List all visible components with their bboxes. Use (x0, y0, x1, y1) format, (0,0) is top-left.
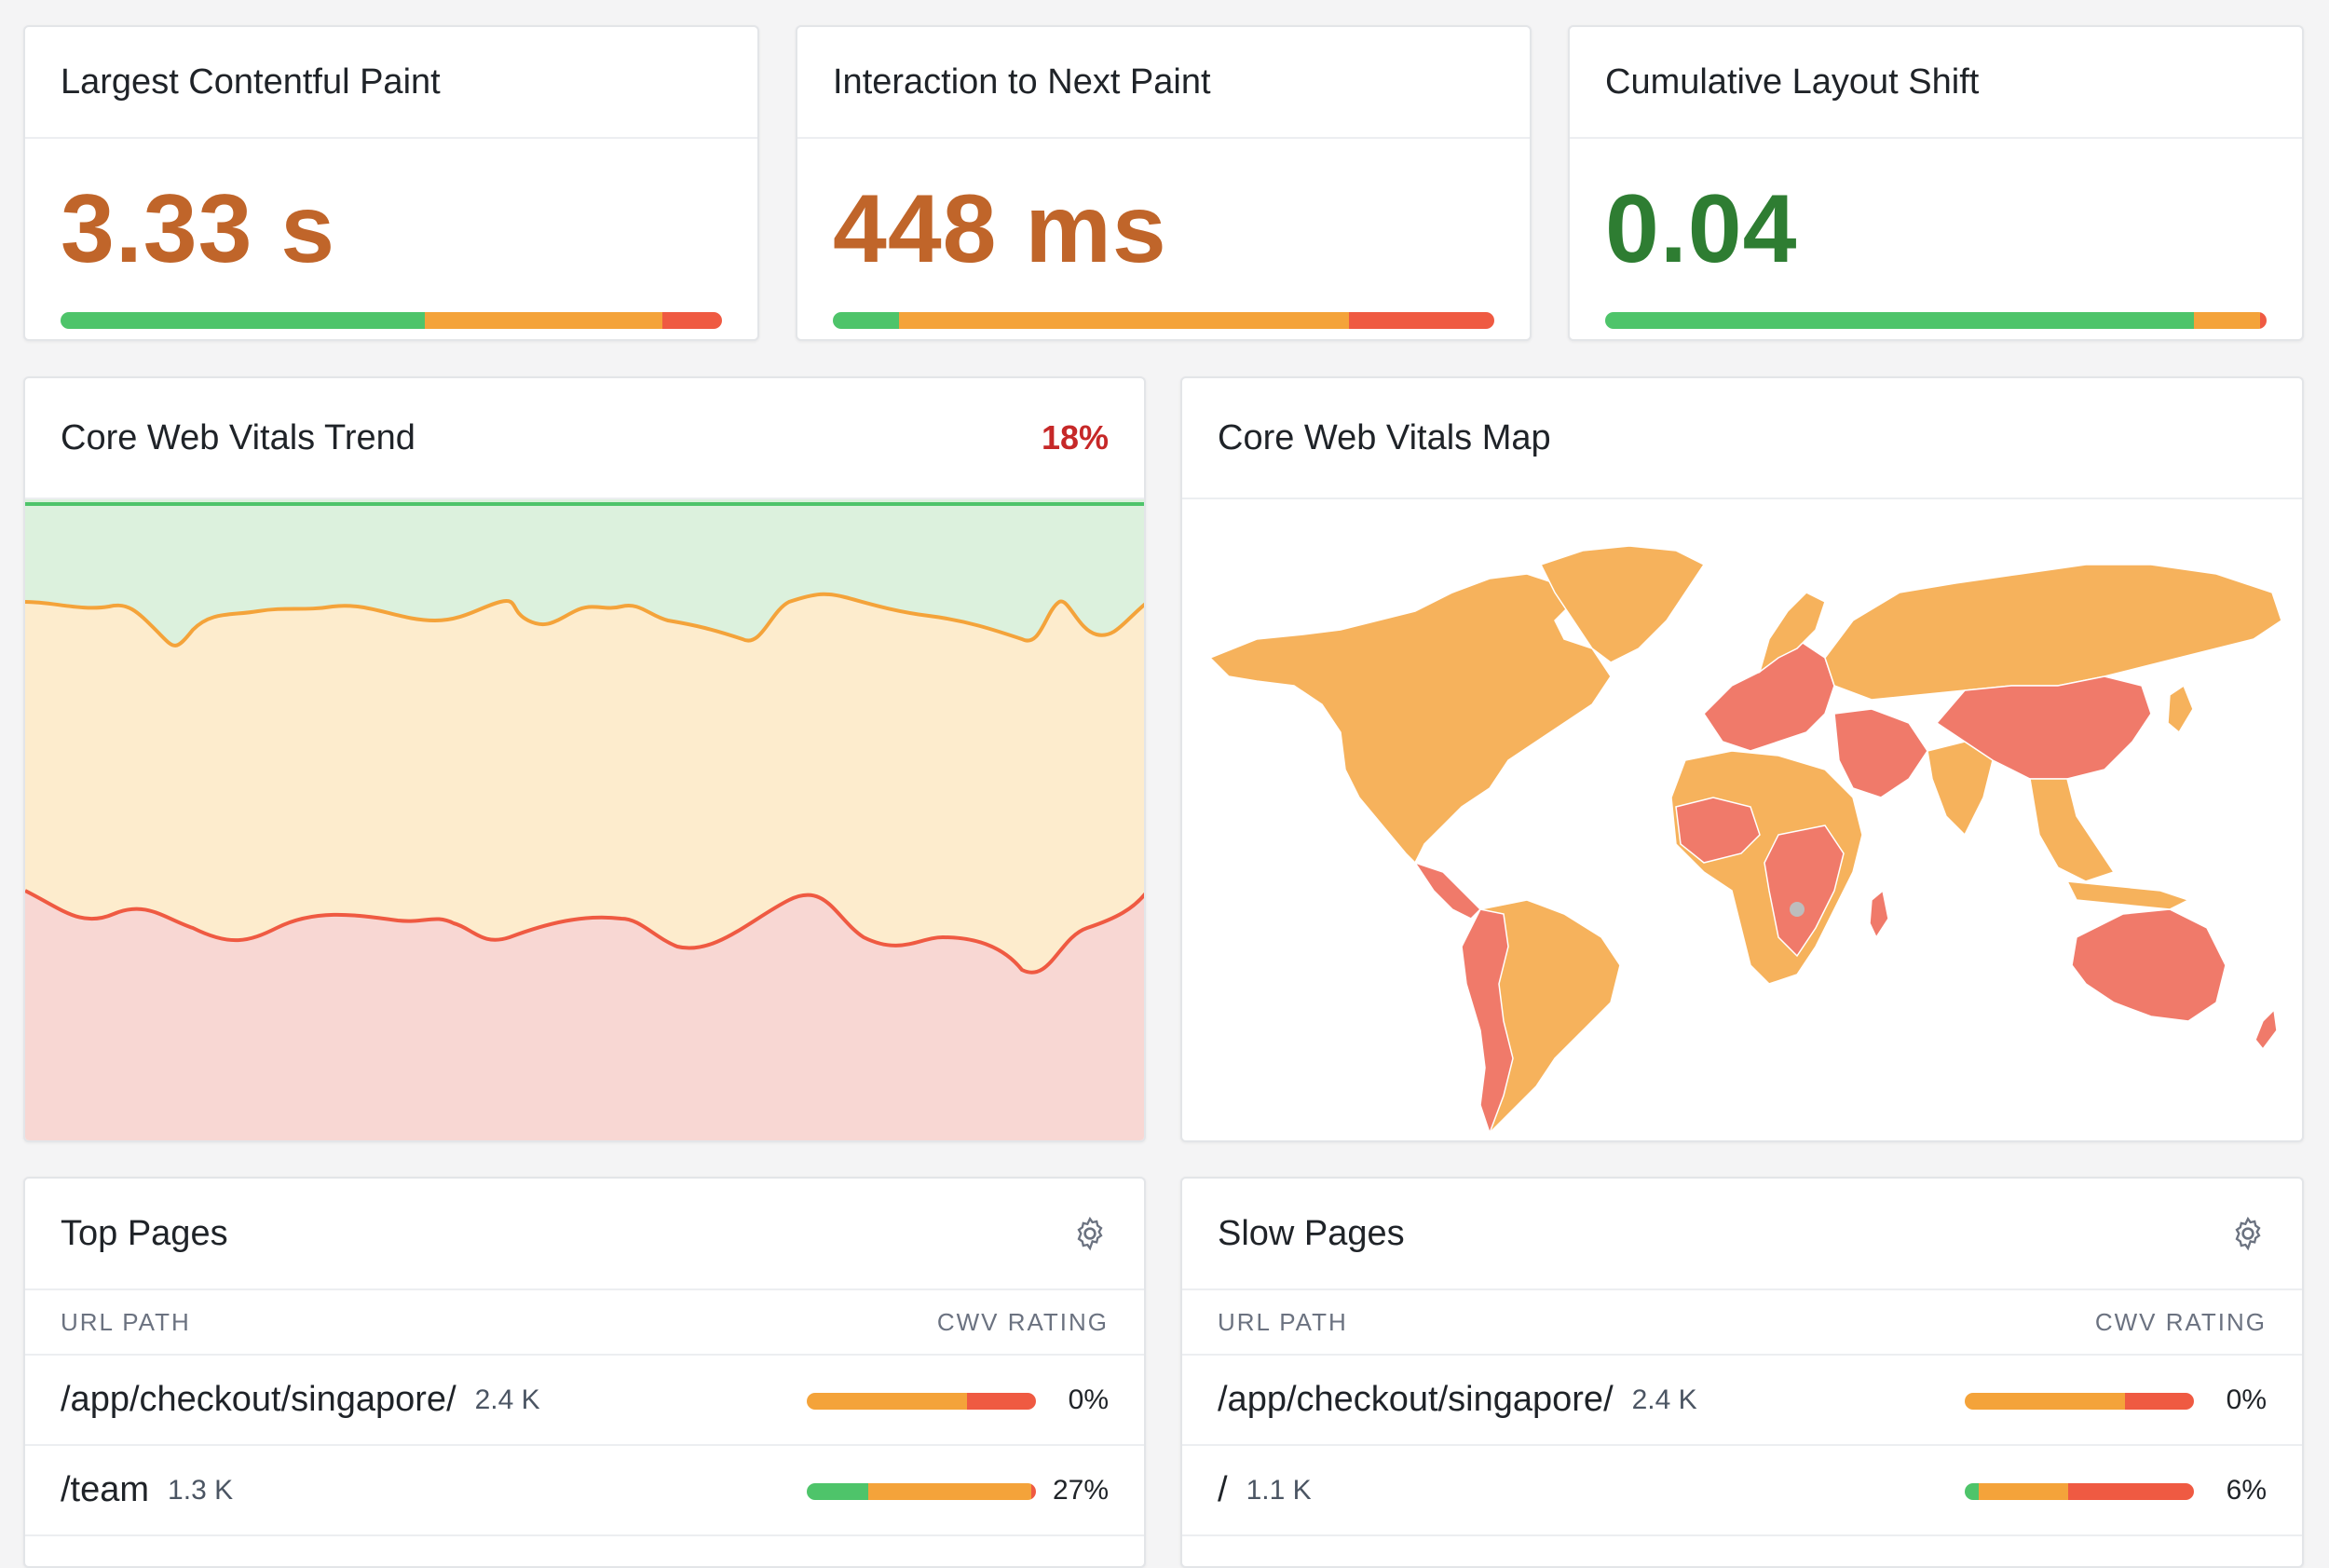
table-row[interactable]: / 1.1 K 6% (1182, 1446, 2302, 1536)
needs-improvement-segment (2193, 312, 2260, 329)
table-row[interactable]: /app/checkout/singapore/ 2.4 K 0% (1182, 1356, 2302, 1446)
slow-pages-table-header: URL PATH CWV RATING (1182, 1290, 2302, 1356)
top-pages-table-header: URL PATH CWV RATING (25, 1290, 1144, 1356)
trend-chart (25, 499, 1144, 1140)
poor-segment (662, 312, 722, 329)
trend-card-header: Core Web Vitals Trend 18% (25, 378, 1144, 499)
metric-value: 448 ms (833, 175, 1167, 283)
gear-icon[interactable] (2229, 1215, 2267, 1252)
metric-card-inp: Interaction to Next Paint 448 ms (796, 25, 1532, 341)
metric-value: 0.04 (1605, 175, 1798, 283)
cwv-rating-bar (1965, 1393, 2194, 1410)
metric-title: Largest Contentful Paint (61, 61, 441, 102)
cwv-rating-pct: 27% (1052, 1474, 1109, 1506)
map-region-russia[interactable] (1824, 564, 2282, 701)
needs-improvement-segment (424, 312, 663, 329)
col-cwv-rating: CWV RATING (2094, 1307, 2267, 1336)
map-region-north-america[interactable] (1208, 573, 1612, 865)
col-url-path: URL PATH (1218, 1307, 1348, 1336)
map-region-no-data[interactable] (1790, 902, 1805, 917)
trend-title: Core Web Vitals Trend (61, 417, 415, 457)
url-path[interactable]: /app/checkout/singapore/ (1218, 1380, 1614, 1419)
cwv-rating-pct: 0% (1068, 1384, 1109, 1415)
url-path[interactable]: /app/checkout/singapore/ (61, 1380, 456, 1419)
poor-segment (967, 1393, 1036, 1410)
cwv-rating-pct: 0% (2226, 1384, 2267, 1415)
url-path[interactable]: /team (61, 1470, 150, 1509)
poor-segment (1348, 312, 1494, 329)
metric-distribution-bar (61, 312, 722, 329)
table-row[interactable]: /app/checkout/singapore/ 2.4 K 0% (25, 1356, 1144, 1446)
slow-pages-card: Slow Pages URL PATH CWV RATING /app/chec… (1180, 1177, 2304, 1568)
top-pages-title: Top Pages (61, 1213, 228, 1253)
metric-title: Interaction to Next Paint (833, 61, 1211, 102)
metric-distribution-bar (833, 312, 1494, 329)
map-region-greenland[interactable] (1539, 545, 1706, 663)
map-region-africa-east[interactable] (1764, 825, 1845, 958)
map-region-india[interactable] (1927, 741, 1994, 837)
slow-pages-title: Slow Pages (1218, 1213, 1405, 1253)
map-region-china[interactable] (1935, 675, 2152, 780)
trend-good-line (25, 592, 1144, 648)
top-pages-card: Top Pages URL PATH CWV RATING /app/check… (23, 1177, 1146, 1568)
needs-improvement-segment (868, 1483, 1032, 1500)
metric-card-cls: Cumulative Layout Shift 0.04 (1568, 25, 2304, 341)
poor-segment (2067, 1483, 2194, 1500)
map-region-japan[interactable] (2167, 684, 2194, 734)
map-card-header: Core Web Vitals Map (1182, 378, 2302, 499)
visit-count: 2.4 K (1631, 1384, 1697, 1415)
poor-segment (1031, 1483, 1036, 1500)
cwv-rating-bar (807, 1483, 1036, 1500)
map-region-central-america[interactable] (1413, 861, 1482, 920)
needs-improvement-segment (807, 1393, 968, 1410)
good-segment (833, 312, 899, 329)
gear-icon[interactable] (1071, 1215, 1109, 1252)
map-region-new-zealand[interactable] (2254, 1008, 2278, 1051)
good-segment (807, 1483, 869, 1500)
map-card: Core Web Vitals Map (1180, 376, 2304, 1142)
metric-card-header: Interaction to Next Paint (797, 27, 1530, 139)
poor-segment (2259, 312, 2267, 329)
map-region-south-america-west[interactable] (1461, 908, 1514, 1136)
trend-good-area (25, 499, 1144, 646)
metric-card-header: Largest Contentful Paint (25, 27, 757, 139)
trend-badge: 18% (1041, 418, 1109, 457)
needs-improvement-segment (1965, 1393, 2126, 1410)
col-url-path: URL PATH (61, 1307, 191, 1336)
poor-segment (2125, 1393, 2194, 1410)
needs-improvement-segment (1978, 1483, 2068, 1500)
needs-improvement-segment (899, 312, 1349, 329)
visit-count: 1.3 K (168, 1474, 234, 1506)
metric-card-header: Cumulative Layout Shift (1570, 27, 2302, 139)
cwv-rating-bar (807, 1393, 1036, 1410)
cwv-rating-pct: 6% (2226, 1474, 2267, 1506)
map-region-southeast-asia[interactable] (2029, 778, 2116, 882)
trend-card: Core Web Vitals Trend 18% (23, 376, 1146, 1142)
slow-pages-header: Slow Pages (1182, 1179, 2302, 1290)
map-region-middle-east[interactable] (1833, 708, 1928, 798)
map-region-indonesia[interactable] (2065, 880, 2190, 910)
world-map[interactable] (1182, 499, 2304, 1142)
map-region-africa-west[interactable] (1675, 797, 1761, 864)
good-segment (61, 312, 425, 329)
col-cwv-rating: CWV RATING (936, 1307, 1109, 1336)
map-title: Core Web Vitals Map (1218, 417, 1551, 457)
map-region-scandinavia[interactable] (1758, 592, 1826, 674)
cwv-rating-bar (1965, 1483, 2194, 1500)
metric-value: 3.33 s (61, 175, 336, 283)
good-segment (1605, 312, 2194, 329)
good-segment (1965, 1483, 1979, 1500)
map-region-australia[interactable] (2071, 908, 2227, 1022)
visit-count: 1.1 K (1246, 1474, 1312, 1506)
trend-poor-line (25, 889, 1144, 975)
trend-needs-improvement-area (25, 499, 1144, 973)
url-path[interactable]: / (1218, 1470, 1228, 1509)
metric-card-lcp: Largest Contentful Paint 3.33 s (23, 25, 759, 341)
map-region-madagascar[interactable] (1869, 889, 1889, 939)
metric-distribution-bar (1605, 312, 2267, 329)
top-pages-header: Top Pages (25, 1179, 1144, 1290)
visit-count: 2.4 K (474, 1384, 540, 1415)
table-row[interactable]: /team 1.3 K 27% (25, 1446, 1144, 1536)
metric-title: Cumulative Layout Shift (1605, 61, 1980, 102)
